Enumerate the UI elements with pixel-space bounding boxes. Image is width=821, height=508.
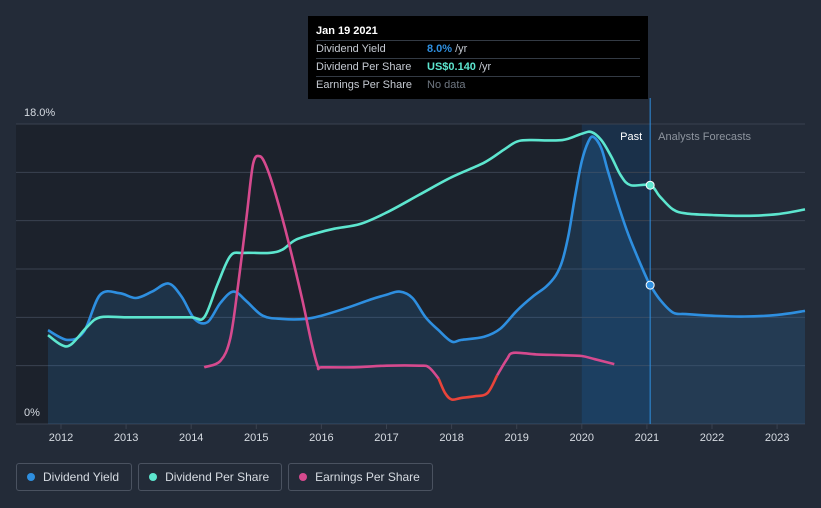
tooltip-date: Jan 19 2021	[316, 25, 378, 37]
y-axis-label-bottom: 0%	[24, 407, 40, 419]
earnings-per-share-line-recent	[496, 351, 615, 376]
dividend-yield-line	[47, 135, 806, 344]
y-axis-label-top: 18.0%	[24, 107, 55, 119]
legend-dot-icon	[149, 473, 158, 481]
earnings-per-share-line-low	[437, 374, 499, 401]
x-tick-label: 2019	[504, 432, 528, 444]
dividend-per-share-marker	[645, 180, 655, 190]
x-tick-label: 2012	[49, 432, 73, 444]
tooltip-value: 8.0%	[427, 43, 453, 55]
x-tick-label: 2014	[179, 432, 203, 444]
tooltip-unit: /yr	[455, 43, 468, 55]
earnings-per-share-line	[203, 154, 440, 380]
tooltip-row-earnings-per-share: Earnings Per Share No data	[316, 76, 640, 94]
plot-area-past	[16, 124, 651, 424]
x-tick-label: 2015	[244, 432, 268, 444]
legend-item-earnings-per-share[interactable]: Earnings Per Share	[288, 463, 433, 491]
tooltip-label: Earnings Per Share	[316, 79, 412, 91]
series-layer	[47, 130, 806, 424]
chart-legend: Dividend Yield Dividend Per Share Earnin…	[16, 463, 433, 491]
legend-item-dividend-yield[interactable]: Dividend Yield	[16, 463, 133, 491]
dividend-per-share-line	[47, 130, 806, 348]
x-axis: 2012 2013 2014 2015 2016 2017 2018 2019 2020 2021…	[49, 424, 789, 444]
tooltip-value: US$0.140	[427, 61, 476, 73]
x-tick-label: 2018	[439, 432, 463, 444]
legend-dot-icon	[27, 473, 35, 481]
tooltip-row-dividend-yield: Dividend Yield 8.0% /yr	[316, 40, 640, 58]
x-tick-label: 2021	[635, 432, 659, 444]
x-tick-label: 2016	[309, 432, 333, 444]
legend-label: Dividend Yield	[43, 470, 120, 484]
x-tick-label: 2017	[374, 432, 398, 444]
x-tick-label: 2023	[765, 432, 789, 444]
x-tick-label: 2022	[700, 432, 724, 444]
tooltip-row-dividend-per-share: Dividend Per Share US$0.140 /yr	[316, 58, 640, 76]
hover-tooltip: Jan 19 2021 Dividend Yield 8.0% /yr Divi…	[308, 16, 648, 99]
legend-item-dividend-per-share[interactable]: Dividend Per Share	[138, 463, 283, 491]
tooltip-label: Dividend Per Share	[316, 61, 412, 73]
past-band-highlight	[581, 124, 651, 424]
past-region-label: Past	[620, 131, 642, 143]
dividend-yield-marker	[645, 280, 655, 290]
legend-dot-icon	[299, 473, 308, 481]
tooltip-value: No data	[427, 79, 466, 91]
x-tick-label: 2020	[570, 432, 594, 444]
forecast-region-label: Analysts Forecasts	[658, 131, 751, 143]
legend-label: Dividend Per Share	[165, 470, 270, 484]
x-tick-label: 2013	[114, 432, 138, 444]
legend-label: Earnings Per Share	[315, 470, 420, 484]
tooltip-unit: /yr	[478, 61, 492, 73]
dividend-yield-area	[47, 136, 806, 424]
tooltip-label: Dividend Yield	[316, 43, 386, 55]
